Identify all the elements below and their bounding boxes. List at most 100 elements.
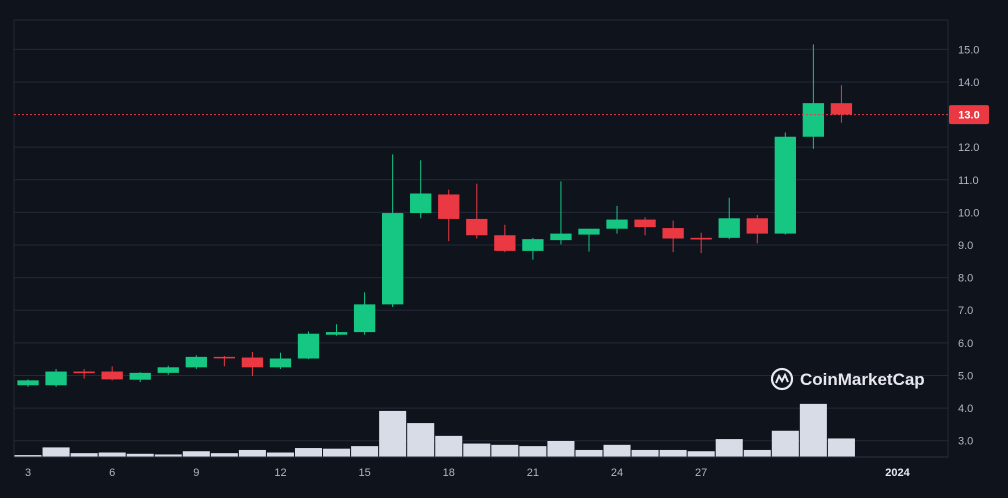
volume-bar bbox=[379, 410, 407, 457]
candle[interactable] bbox=[438, 189, 460, 242]
x-tick-label: 21 bbox=[527, 467, 539, 479]
volume-bar bbox=[603, 444, 631, 457]
candle[interactable] bbox=[746, 215, 768, 244]
candle[interactable] bbox=[634, 217, 656, 236]
watermark-text: CoinMarketCap bbox=[800, 370, 925, 389]
candle-body bbox=[634, 219, 656, 228]
candle[interactable] bbox=[774, 132, 796, 235]
candle[interactable] bbox=[241, 351, 264, 377]
volume-bar bbox=[323, 448, 351, 457]
candle-body bbox=[269, 358, 292, 368]
y-tick-label: 7.0 bbox=[958, 305, 973, 317]
y-tick-label: 4.0 bbox=[958, 403, 973, 415]
candle[interactable] bbox=[606, 205, 628, 234]
candle[interactable] bbox=[101, 366, 123, 381]
candle[interactable] bbox=[297, 331, 320, 360]
volume-bar bbox=[182, 451, 210, 457]
candle[interactable] bbox=[17, 379, 39, 387]
candle[interactable] bbox=[522, 237, 544, 260]
candle-body bbox=[522, 239, 544, 251]
candle[interactable] bbox=[466, 183, 488, 239]
volume-bar bbox=[154, 454, 182, 457]
candle-body bbox=[241, 357, 264, 368]
y-tick-label: 14.0 bbox=[958, 77, 979, 89]
y-tick-label: 6.0 bbox=[958, 338, 973, 350]
candle[interactable] bbox=[73, 368, 95, 379]
volume-bar bbox=[799, 403, 827, 457]
candle-body bbox=[466, 218, 488, 236]
candle[interactable] bbox=[269, 352, 292, 369]
candle-body bbox=[606, 219, 628, 229]
candles[interactable] bbox=[17, 44, 853, 387]
y-tick-label: 15.0 bbox=[958, 44, 979, 56]
candle-body bbox=[381, 213, 404, 305]
candle[interactable] bbox=[718, 197, 740, 240]
candle-body bbox=[101, 371, 123, 380]
candle[interactable] bbox=[45, 368, 67, 387]
y-tick-label: 10.0 bbox=[958, 207, 979, 219]
candle[interactable] bbox=[690, 232, 712, 254]
candle[interactable] bbox=[157, 365, 179, 375]
x-tick-label: 18 bbox=[443, 467, 455, 479]
axes: 3.0 4.0 5.0 6.0 7.0 8.0 9.0 10.0 11.0 12.0 14.0 15.… bbox=[14, 44, 979, 479]
volume-bar bbox=[70, 453, 98, 457]
candle-body bbox=[438, 194, 460, 219]
candle[interactable] bbox=[410, 160, 432, 219]
y-tick-label: 12.0 bbox=[958, 142, 979, 154]
candle-body bbox=[73, 371, 95, 374]
candle-body bbox=[494, 235, 516, 251]
candle-body bbox=[297, 333, 320, 359]
candle-body bbox=[746, 218, 768, 234]
candle[interactable] bbox=[578, 228, 600, 252]
current-price-label: 13.0 bbox=[958, 110, 979, 122]
candle[interactable] bbox=[830, 85, 853, 123]
volume-bar bbox=[210, 453, 238, 457]
candle-body bbox=[774, 136, 796, 234]
y-tick-label: 8.0 bbox=[958, 273, 973, 285]
candle-body bbox=[129, 372, 151, 380]
volume-bars bbox=[14, 403, 855, 457]
candle-body bbox=[830, 103, 853, 115]
candle[interactable] bbox=[353, 292, 376, 335]
volume-bar bbox=[547, 441, 575, 457]
candle-body bbox=[802, 103, 825, 137]
volume-bar bbox=[519, 446, 547, 457]
candle[interactable] bbox=[662, 220, 684, 253]
x-tick-label: 24 bbox=[611, 467, 623, 479]
x-tick-label: 15 bbox=[358, 467, 370, 479]
candle[interactable] bbox=[494, 224, 516, 253]
candle-body bbox=[578, 228, 600, 235]
candle-body bbox=[550, 233, 572, 241]
candle[interactable] bbox=[381, 154, 404, 307]
volume-bar bbox=[771, 430, 799, 457]
candle[interactable] bbox=[129, 372, 151, 382]
x-tick-label: 6 bbox=[109, 467, 115, 479]
candle-body bbox=[157, 367, 179, 373]
current-price: 13.0 bbox=[14, 105, 989, 125]
volume-bar bbox=[743, 449, 771, 457]
candle-body bbox=[718, 218, 740, 238]
candle[interactable] bbox=[802, 44, 825, 149]
volume-bar bbox=[463, 443, 491, 457]
candle-body bbox=[690, 237, 712, 240]
volume-bar bbox=[715, 439, 743, 457]
volume-bar bbox=[238, 449, 266, 457]
candle[interactable] bbox=[185, 355, 207, 369]
x-tick-label: 2024 bbox=[885, 467, 910, 479]
candle[interactable] bbox=[213, 355, 236, 367]
y-tick-label: 5.0 bbox=[958, 370, 973, 382]
candle-body bbox=[662, 228, 684, 239]
volume-bar bbox=[126, 453, 154, 457]
volume-bar bbox=[575, 449, 603, 457]
candle-body bbox=[353, 304, 376, 333]
watermark: CoinMarketCap bbox=[770, 367, 925, 391]
volume-bar bbox=[98, 452, 126, 457]
volume-bar bbox=[294, 448, 323, 457]
candle-body bbox=[17, 380, 39, 386]
candle-body bbox=[325, 332, 348, 335]
candle[interactable] bbox=[325, 324, 348, 336]
candle[interactable] bbox=[550, 181, 572, 245]
y-tick-label: 9.0 bbox=[958, 240, 973, 252]
